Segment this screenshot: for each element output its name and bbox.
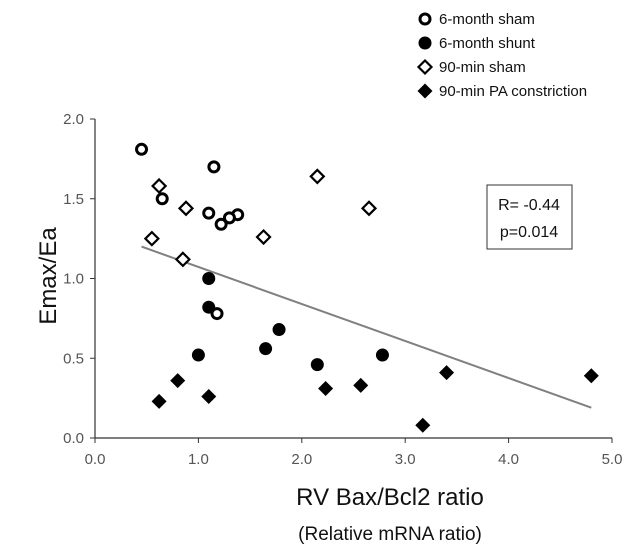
data-point: [222, 211, 236, 225]
data-point: [439, 365, 455, 381]
data-point: [259, 342, 273, 356]
data-point: [151, 177, 168, 195]
legend-marker: [418, 36, 432, 50]
data-point: [151, 393, 167, 409]
trendline: [141, 245, 592, 409]
data-point: [135, 142, 149, 156]
legend-label: 90-min PA constriction: [439, 83, 587, 100]
y-tick-label: 1.0: [63, 271, 84, 288]
data-point: [309, 168, 326, 185]
data-point: [310, 358, 324, 372]
x-tick-label: 1.0: [188, 451, 209, 468]
x-tick-label: 2.0: [291, 451, 312, 468]
data-point: [583, 368, 599, 384]
y-axis-title: Emax/Ea: [35, 227, 62, 325]
data-point: [143, 230, 160, 247]
data-point: [202, 300, 216, 314]
data-point: [191, 348, 205, 362]
x-axis-title: RV Bax/Bcl2 ratio: [296, 484, 484, 511]
y-tick-label: 0.5: [63, 350, 84, 367]
data-point: [174, 251, 191, 268]
y-tick-label: 0.0: [63, 430, 84, 447]
x-tick-label: 5.0: [602, 451, 623, 468]
data-point: [353, 377, 369, 393]
stats-r-value: R= -0.44: [498, 197, 560, 214]
data-point: [415, 417, 431, 433]
y-tick-label: 1.5: [63, 191, 84, 208]
y-tick-label: 2.0: [63, 111, 84, 128]
legend-label: 6-month shunt: [439, 35, 536, 52]
data-point: [155, 192, 169, 206]
data-point: [272, 323, 286, 337]
data-point: [177, 200, 195, 217]
legend-marker: [418, 12, 432, 26]
stats-box: R= -0.44 p=0.014: [486, 184, 573, 250]
stats-p-value: p=0.014: [500, 224, 558, 241]
data-point: [207, 160, 221, 174]
legend: 6-month sham 6-month shunt 90-min sham 90-m…: [416, 11, 587, 100]
data-points: [135, 142, 599, 433]
data-point: [210, 307, 224, 321]
x-tick-label: 3.0: [395, 451, 416, 468]
legend-marker: [417, 83, 433, 99]
stats-box-border: [486, 184, 573, 250]
plot-area: 0.0 1.0 2.0 3.0 4.0 5.0 0.0 0.5 1.0 1.5 2.0: [63, 111, 622, 468]
data-point: [375, 348, 389, 362]
legend-label: 6-month sham: [439, 11, 535, 28]
data-point: [202, 206, 216, 220]
data-point: [201, 389, 217, 405]
x-axis-subtitle: (Relative mRNA ratio): [298, 524, 482, 545]
x-axis-ticks: 0.0 1.0 2.0 3.0 4.0 5.0: [85, 438, 623, 468]
data-point: [318, 381, 334, 397]
data-point: [202, 272, 216, 285]
data-point: [360, 200, 378, 217]
data-point: [255, 228, 272, 246]
x-tick-label: 4.0: [498, 451, 519, 468]
legend-marker: [416, 58, 434, 76]
legend-label: 90-min sham: [439, 59, 526, 76]
y-axis-ticks: 0.0 0.5 1.0 1.5 2.0: [63, 111, 95, 447]
data-point: [170, 373, 186, 389]
data-point: [214, 217, 228, 231]
x-tick-label: 0.0: [85, 451, 106, 468]
